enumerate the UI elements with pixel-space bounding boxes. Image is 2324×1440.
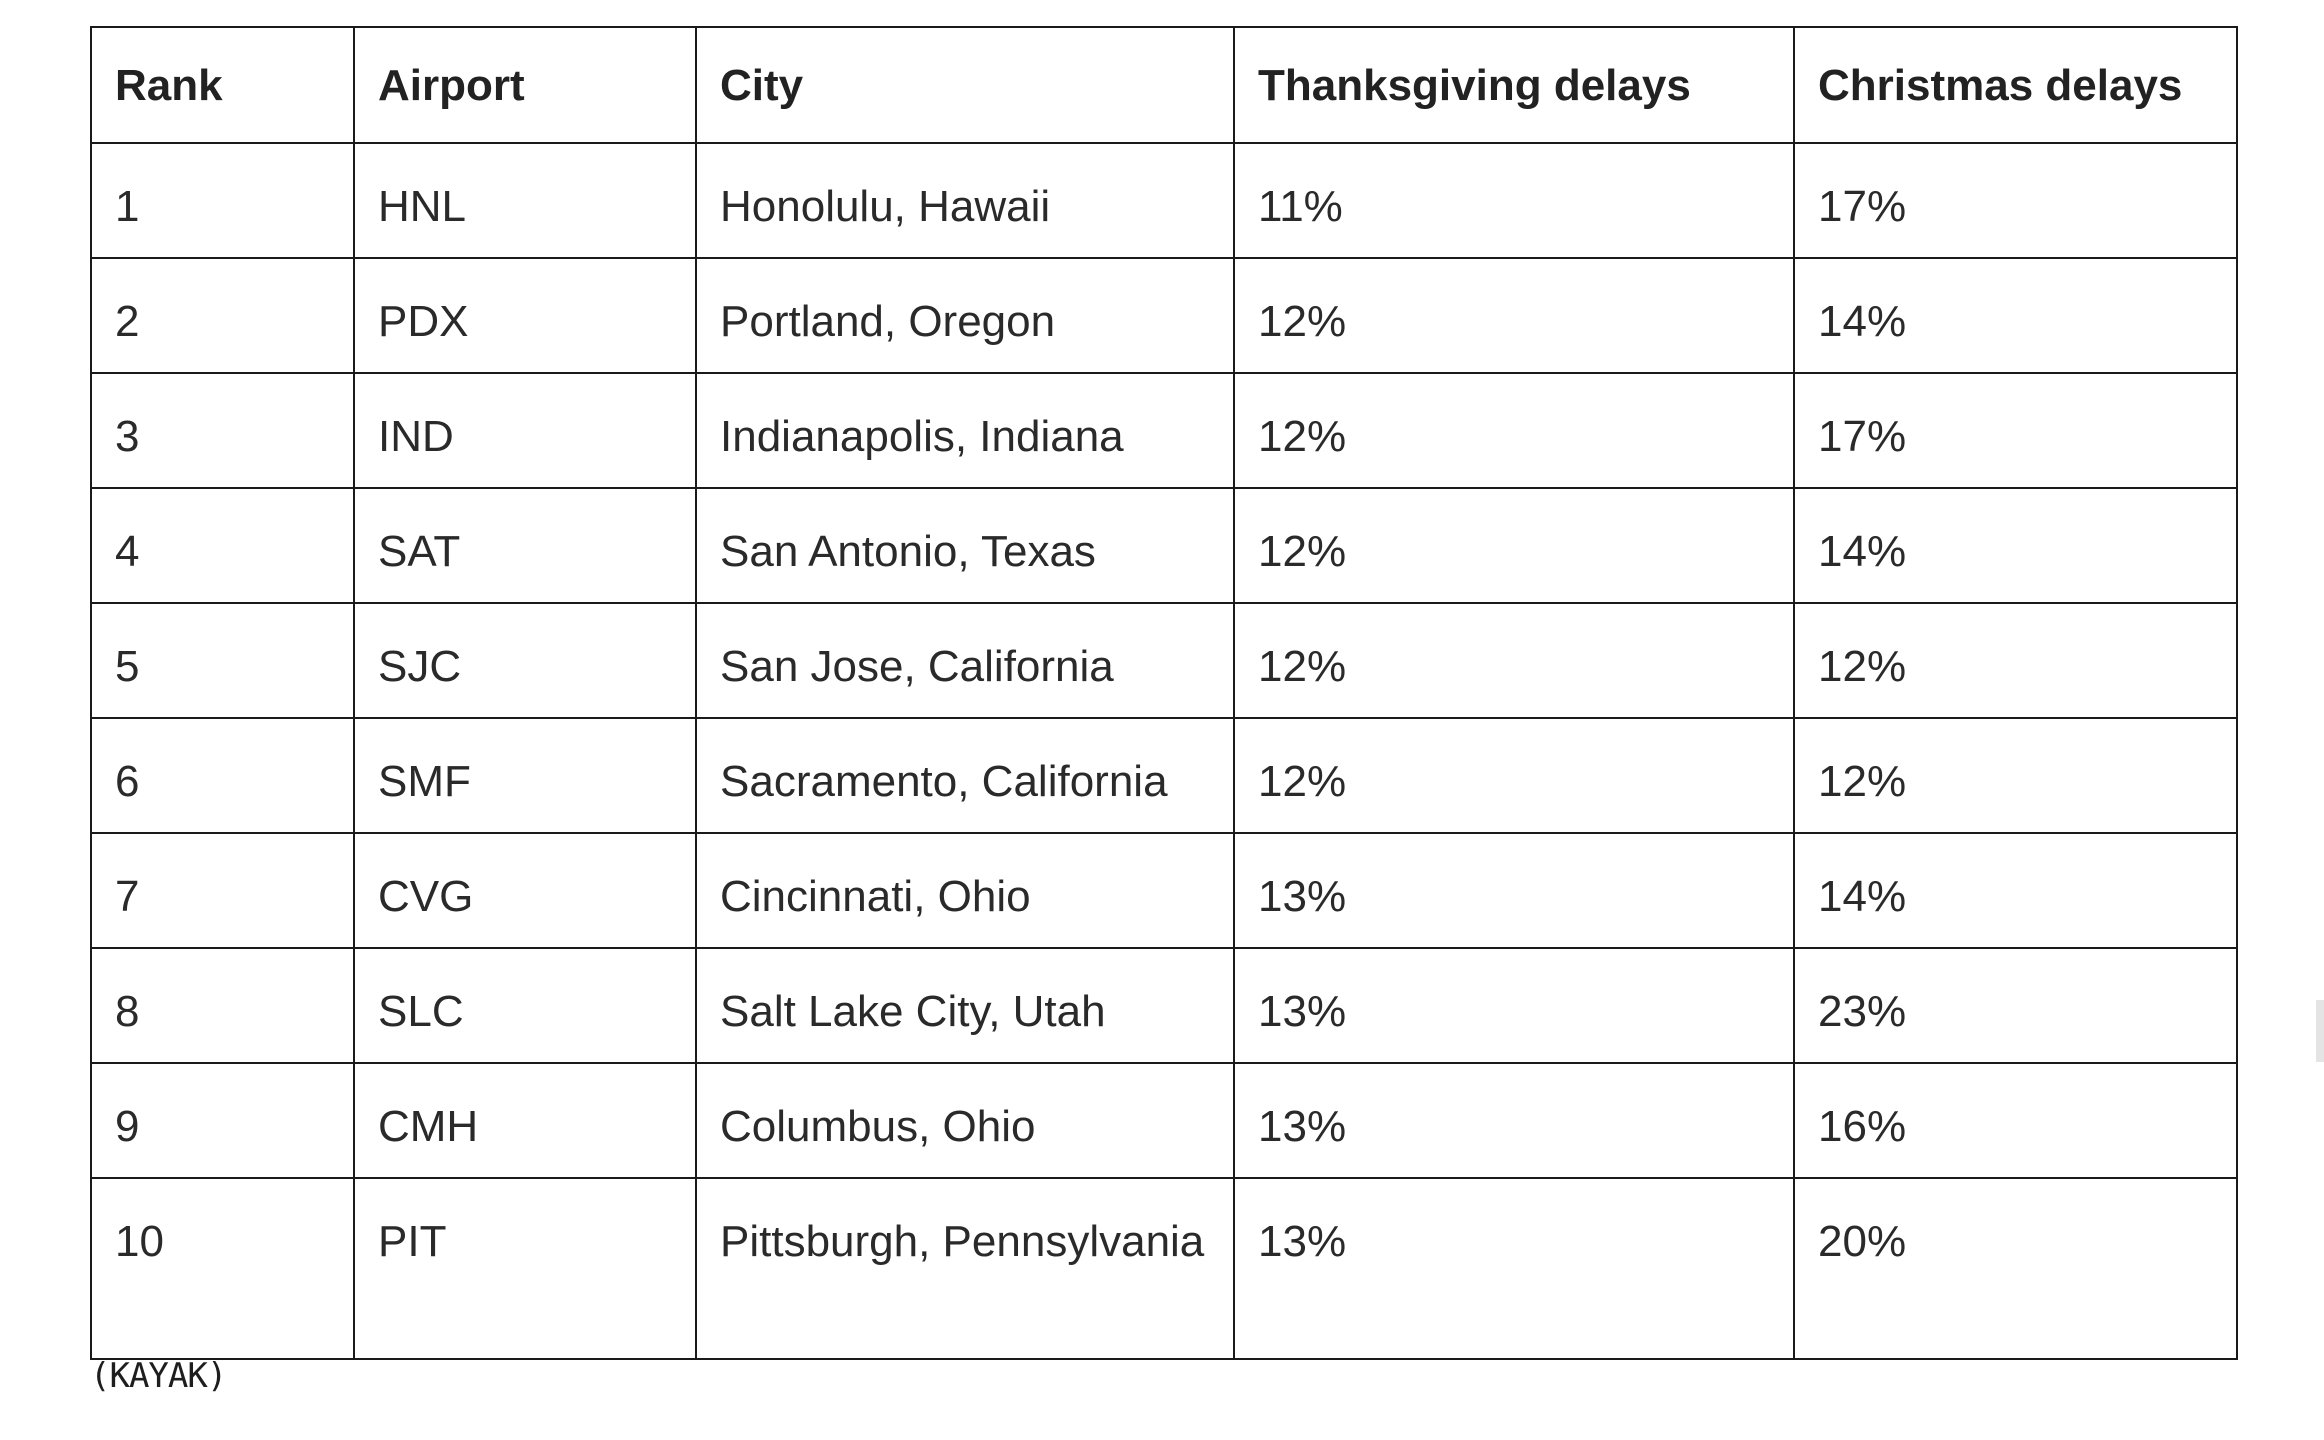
cell-christmas-delays: 17% bbox=[1793, 372, 2238, 489]
cell-city: Pittsburgh, Pennsylvania bbox=[695, 1177, 1235, 1360]
header-row: Rank Airport City Thanksgiving delays Ch… bbox=[90, 26, 2238, 144]
cell-rank: 8 bbox=[90, 947, 355, 1064]
table-body: 1 HNL Honolulu, Hawaii 11% 17% 2 PDX Por… bbox=[90, 142, 2238, 1360]
cell-thanksgiving-delays: 12% bbox=[1233, 372, 1795, 489]
cell-city: Columbus, Ohio bbox=[695, 1062, 1235, 1179]
source-caption: (KAYAK) bbox=[90, 1356, 227, 1396]
cell-christmas-delays: 14% bbox=[1793, 257, 2238, 374]
cell-city: San Antonio, Texas bbox=[695, 487, 1235, 604]
cell-city: Salt Lake City, Utah bbox=[695, 947, 1235, 1064]
table-row: 9 CMH Columbus, Ohio 13% 16% bbox=[90, 1062, 2238, 1179]
table-row: 4 SAT San Antonio, Texas 12% 14% bbox=[90, 487, 2238, 604]
cell-rank: 3 bbox=[90, 372, 355, 489]
cell-christmas-delays: 14% bbox=[1793, 832, 2238, 949]
cell-christmas-delays: 23% bbox=[1793, 947, 2238, 1064]
airport-delays-table: Rank Airport City Thanksgiving delays Ch… bbox=[90, 26, 2238, 1360]
cell-airport: HNL bbox=[353, 142, 697, 259]
cell-city: Indianapolis, Indiana bbox=[695, 372, 1235, 489]
cell-airport: SJC bbox=[353, 602, 697, 719]
cell-city: Honolulu, Hawaii bbox=[695, 142, 1235, 259]
scrollbar-handle[interactable] bbox=[2316, 1000, 2324, 1062]
cell-rank: 6 bbox=[90, 717, 355, 834]
table-row: 6 SMF Sacramento, California 12% 12% bbox=[90, 717, 2238, 834]
cell-christmas-delays: 16% bbox=[1793, 1062, 2238, 1179]
cell-city: Portland, Oregon bbox=[695, 257, 1235, 374]
cell-city: Sacramento, California bbox=[695, 717, 1235, 834]
cell-rank: 4 bbox=[90, 487, 355, 604]
cell-city: Cincinnati, Ohio bbox=[695, 832, 1235, 949]
cell-christmas-delays: 12% bbox=[1793, 717, 2238, 834]
cell-thanksgiving-delays: 12% bbox=[1233, 717, 1795, 834]
table-row: 8 SLC Salt Lake City, Utah 13% 23% bbox=[90, 947, 2238, 1064]
table-row: 10 PIT Pittsburgh, Pennsylvania 13% 20% bbox=[90, 1177, 2238, 1360]
cell-city: San Jose, California bbox=[695, 602, 1235, 719]
cell-thanksgiving-delays: 12% bbox=[1233, 257, 1795, 374]
table-row: 5 SJC San Jose, California 12% 12% bbox=[90, 602, 2238, 719]
cell-thanksgiving-delays: 12% bbox=[1233, 487, 1795, 604]
cell-rank: 10 bbox=[90, 1177, 355, 1360]
cell-thanksgiving-delays: 12% bbox=[1233, 602, 1795, 719]
cell-thanksgiving-delays: 13% bbox=[1233, 947, 1795, 1064]
table-row: 1 HNL Honolulu, Hawaii 11% 17% bbox=[90, 142, 2238, 259]
cell-rank: 1 bbox=[90, 142, 355, 259]
header-rank: Rank bbox=[90, 26, 355, 144]
header-airport: Airport bbox=[353, 26, 697, 144]
cell-airport: PDX bbox=[353, 257, 697, 374]
table-header: Rank Airport City Thanksgiving delays Ch… bbox=[90, 26, 2238, 144]
cell-airport: CMH bbox=[353, 1062, 697, 1179]
cell-rank: 5 bbox=[90, 602, 355, 719]
cell-thanksgiving-delays: 11% bbox=[1233, 142, 1795, 259]
header-thanksgiving-delays: Thanksgiving delays bbox=[1233, 26, 1795, 144]
table-row: 2 PDX Portland, Oregon 12% 14% bbox=[90, 257, 2238, 374]
cell-christmas-delays: 14% bbox=[1793, 487, 2238, 604]
cell-airport: PIT bbox=[353, 1177, 697, 1360]
table-row: 7 CVG Cincinnati, Ohio 13% 14% bbox=[90, 832, 2238, 949]
cell-airport: SLC bbox=[353, 947, 697, 1064]
cell-christmas-delays: 17% bbox=[1793, 142, 2238, 259]
cell-christmas-delays: 12% bbox=[1793, 602, 2238, 719]
cell-airport: IND bbox=[353, 372, 697, 489]
cell-rank: 9 bbox=[90, 1062, 355, 1179]
cell-thanksgiving-delays: 13% bbox=[1233, 832, 1795, 949]
header-city: City bbox=[695, 26, 1235, 144]
cell-rank: 7 bbox=[90, 832, 355, 949]
cell-airport: SAT bbox=[353, 487, 697, 604]
cell-airport: SMF bbox=[353, 717, 697, 834]
cell-thanksgiving-delays: 13% bbox=[1233, 1177, 1795, 1360]
cell-airport: CVG bbox=[353, 832, 697, 949]
cell-rank: 2 bbox=[90, 257, 355, 374]
cell-christmas-delays: 20% bbox=[1793, 1177, 2238, 1360]
cell-thanksgiving-delays: 13% bbox=[1233, 1062, 1795, 1179]
table-row: 3 IND Indianapolis, Indiana 12% 17% bbox=[90, 372, 2238, 489]
header-christmas-delays: Christmas delays bbox=[1793, 26, 2238, 144]
